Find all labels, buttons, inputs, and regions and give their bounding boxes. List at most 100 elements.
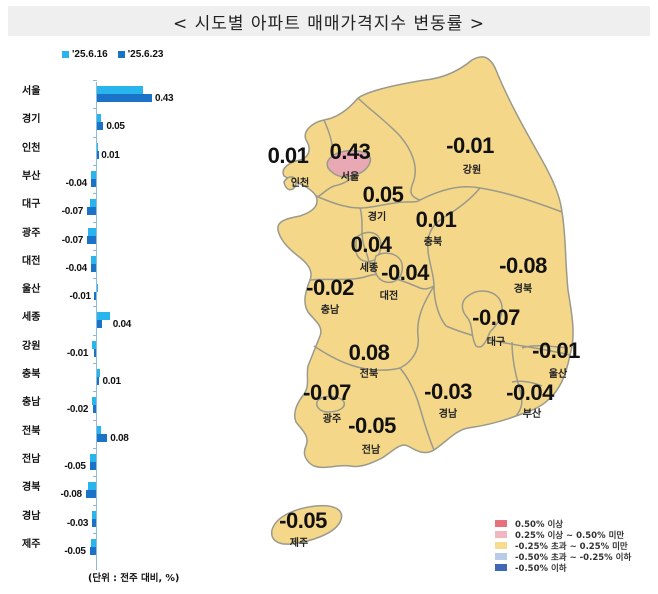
- bar-curr: [94, 348, 96, 357]
- bar-value-label: 0.01: [101, 149, 120, 161]
- map-legend-item: 0.50% 이상: [495, 518, 631, 530]
- bar-value-label: -0.07: [61, 206, 84, 218]
- bar-chart: 서울 0.43 경기 0.05 인천 0.01 부산 -0.04 대구 -0.07 광주 -0.07 대…: [0, 70, 240, 570]
- legend-swatch-icon: [495, 520, 507, 527]
- map-legend-label: -0.25% 초과 ~ 0.25% 미만: [515, 541, 628, 552]
- bar-row: 부산 -0.04: [0, 163, 240, 191]
- map-value-gyeonggi: 0.05: [362, 182, 404, 207]
- title-bar: < 시도별 아파트 매매가격지수 변동률 >: [8, 6, 650, 36]
- bar-row: 세종 0.04: [0, 304, 240, 332]
- bar-prev: [97, 284, 98, 293]
- axis-tick: [93, 306, 97, 308]
- map-legend-item: -0.25% 초과 ~ 0.25% 미만: [495, 540, 631, 552]
- legend-swatch-icon: [117, 51, 125, 58]
- axis-tick: [93, 476, 97, 478]
- map-name-gwangju: 광주: [322, 414, 342, 425]
- bar-row: 경북 -0.08: [0, 474, 240, 502]
- map-legend-label: 0.50% 이상: [515, 519, 564, 530]
- map-name-jeju: 제주: [289, 538, 309, 549]
- bar-prev: [90, 170, 96, 179]
- bar-value-label: 0.08: [110, 432, 129, 444]
- bar-prev: [90, 538, 96, 547]
- map-legend-item: -0.50% 이하: [495, 562, 631, 574]
- bar-curr: [94, 292, 96, 301]
- bar-row: 제주 -0.05: [0, 531, 240, 559]
- region-label: 대구: [22, 199, 41, 211]
- map-value-gangwon: -0.01: [446, 133, 494, 158]
- bar-row: 대전 -0.04: [0, 248, 240, 276]
- bar-prev: [92, 397, 96, 406]
- bar-value-label: -0.08: [60, 489, 82, 501]
- bar-prev: [89, 199, 96, 208]
- bar-prev: [97, 425, 101, 434]
- bar-prev: [97, 312, 110, 321]
- map-value-jeonnam: -0.05: [348, 413, 396, 438]
- bar-curr: [87, 235, 96, 244]
- axis-tick: [93, 447, 97, 449]
- map-legend-item: -0.50% 초과 ~ -0.25% 이하: [495, 551, 631, 563]
- bar-curr: [89, 461, 96, 470]
- axis-tick: [93, 108, 97, 110]
- axis-tick: [93, 504, 97, 506]
- legend-swatch-icon: [495, 553, 507, 560]
- map-value-jeju: -0.05: [279, 508, 327, 533]
- map-value-chungbuk: 0.01: [415, 207, 457, 232]
- bar-value-label: -0.03: [66, 517, 89, 529]
- map-value-seoul: 0.43: [329, 139, 371, 164]
- bar-row: 경기 0.05: [0, 106, 240, 134]
- korea-map: 0.01 인천 0.43 서울 -0.01 강원 0.05 경기 0.01 충북…: [250, 50, 590, 554]
- map-legend-label: 0.25% 이상 ~ 0.50% 미만: [515, 530, 625, 541]
- map-value-jeonbuk: 0.08: [348, 340, 390, 365]
- bar-curr: [92, 518, 96, 527]
- map-legend-item: 0.25% 이상 ~ 0.50% 미만: [495, 529, 631, 541]
- axis-tick: [93, 249, 97, 251]
- axis-tick: [93, 193, 97, 195]
- bar-value-label: -0.05: [64, 545, 86, 557]
- legend-label: '25.6.23: [127, 49, 164, 60]
- bar-prev: [88, 227, 96, 236]
- axis-tick: [93, 80, 97, 81]
- zero-axis: [96, 82, 97, 570]
- axis-tick: [93, 391, 97, 393]
- region-label: 경남: [22, 510, 41, 522]
- bar-curr: [85, 490, 96, 499]
- bar-row: 울산 -0.01: [0, 276, 240, 304]
- map-name-incheon: 인천: [290, 178, 310, 189]
- bar-curr: [93, 405, 96, 414]
- bar-value-label: -0.02: [66, 404, 89, 416]
- map-value-chungnam: -0.02: [306, 275, 354, 300]
- axis-tick: [93, 363, 97, 364]
- bar-row: 충북 0.01: [0, 361, 240, 389]
- axis-tick: [93, 164, 97, 166]
- bar-value-label: -0.04: [65, 177, 88, 189]
- region-label: 부산: [22, 170, 41, 182]
- bar-row: 충남 -0.02: [0, 389, 240, 417]
- bar-row: 인천 0.01: [0, 135, 240, 163]
- bar-curr: [97, 320, 103, 329]
- map-name-gangwon: 강원: [462, 165, 482, 176]
- map-legend: 0.50% 이상 0.25% 이상 ~ 0.50% 미만 -0.25% 초과 ~…: [495, 518, 631, 574]
- map-name-chungnam: 충남: [320, 305, 340, 316]
- region-label: 충북: [22, 369, 41, 380]
- bar-value-label: -0.01: [69, 291, 91, 303]
- map-value-ulsan: -0.01: [532, 338, 580, 363]
- legend-swatch-icon: [495, 531, 507, 538]
- bar-row: 경남 -0.03: [0, 503, 240, 531]
- bar-prev: [97, 369, 100, 377]
- region-label: 강원: [22, 340, 41, 352]
- bar-curr: [97, 122, 104, 131]
- bar-prev: [90, 255, 96, 264]
- legend-swatch-icon: [495, 542, 507, 549]
- bar-curr: [97, 377, 99, 385]
- map-value-daejeon: -0.04: [381, 260, 429, 285]
- bar-curr: [87, 207, 96, 216]
- map-name-gyeongnam: 경남: [438, 409, 458, 420]
- legend-item-curr: '25.6.23: [117, 49, 164, 60]
- region-label: 경북: [22, 482, 41, 494]
- region-label: 경기: [22, 114, 41, 126]
- bar-row: 대구 -0.07: [0, 191, 240, 219]
- legend-item-prev: '25.6.16: [62, 49, 108, 60]
- map-svg: [270, 56, 574, 545]
- chart-title: < 시도별 아파트 매매가격지수 변동률 >: [172, 13, 486, 34]
- map-name-jeonnam: 전남: [361, 445, 381, 456]
